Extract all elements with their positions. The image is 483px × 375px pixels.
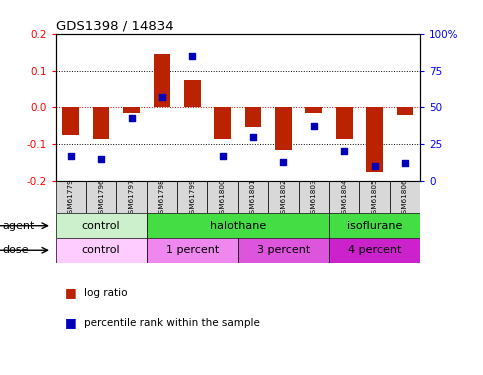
Point (158, 94, 166, 100)
Text: control: control (82, 221, 120, 231)
Text: GSM61802: GSM61802 (281, 178, 286, 218)
Text: ■: ■ (65, 316, 77, 329)
Text: isoflurane: isoflurane (347, 221, 402, 231)
Bar (214, 107, 231, 138)
Bar (336, 107, 353, 138)
Bar (147, 238, 238, 262)
Bar (56, 213, 147, 238)
Text: log ratio: log ratio (84, 288, 127, 297)
Text: GSM61799: GSM61799 (189, 178, 195, 218)
Text: GSM61803: GSM61803 (311, 178, 317, 218)
Bar (147, 181, 177, 213)
Bar (275, 107, 292, 150)
Text: 3 percent: 3 percent (257, 245, 310, 255)
Bar (147, 213, 329, 238)
Text: ■: ■ (65, 286, 77, 299)
Bar (93, 107, 110, 138)
Point (188, 53, 196, 59)
Bar (366, 107, 383, 172)
Bar (238, 181, 268, 213)
Bar (298, 181, 329, 213)
Text: control: control (82, 245, 120, 255)
Point (341, 148, 348, 154)
Bar (305, 107, 322, 113)
Bar (390, 181, 420, 213)
Bar (56, 181, 86, 213)
Text: GSM61796: GSM61796 (98, 178, 104, 218)
Bar (208, 181, 238, 213)
Point (280, 159, 287, 165)
Bar (56, 238, 147, 262)
Text: agent: agent (2, 221, 35, 231)
Text: percentile rank within the sample: percentile rank within the sample (84, 318, 259, 327)
Text: GSM61804: GSM61804 (341, 178, 347, 218)
Bar (268, 181, 298, 213)
Text: GDS1398 / 14834: GDS1398 / 14834 (56, 20, 173, 33)
Bar (86, 181, 116, 213)
Text: halothane: halothane (210, 221, 266, 231)
Bar (62, 107, 79, 135)
Point (401, 160, 409, 166)
Text: GSM61798: GSM61798 (159, 178, 165, 218)
Point (97, 156, 105, 162)
Bar (329, 238, 420, 262)
Bar (245, 107, 261, 128)
Text: 1 percent: 1 percent (166, 245, 219, 255)
Text: GSM61797: GSM61797 (128, 178, 135, 218)
Bar (154, 54, 170, 107)
Point (371, 163, 379, 169)
Bar (359, 181, 390, 213)
Text: GSM61806: GSM61806 (402, 178, 408, 218)
Bar (397, 107, 413, 115)
Text: GSM61800: GSM61800 (220, 178, 226, 218)
Text: 4 percent: 4 percent (348, 245, 401, 255)
Text: GSM61801: GSM61801 (250, 178, 256, 218)
Point (249, 134, 257, 140)
Bar (238, 238, 329, 262)
Text: GSM61805: GSM61805 (371, 178, 378, 218)
Bar (123, 107, 140, 113)
Text: dose: dose (2, 245, 29, 255)
Point (67, 153, 74, 159)
Point (219, 153, 227, 159)
Bar (329, 181, 359, 213)
Bar (177, 181, 208, 213)
Point (128, 115, 135, 121)
Bar (116, 181, 147, 213)
Bar (329, 213, 420, 238)
Text: GSM61779: GSM61779 (68, 178, 74, 218)
Bar (184, 80, 200, 107)
Point (310, 123, 318, 129)
